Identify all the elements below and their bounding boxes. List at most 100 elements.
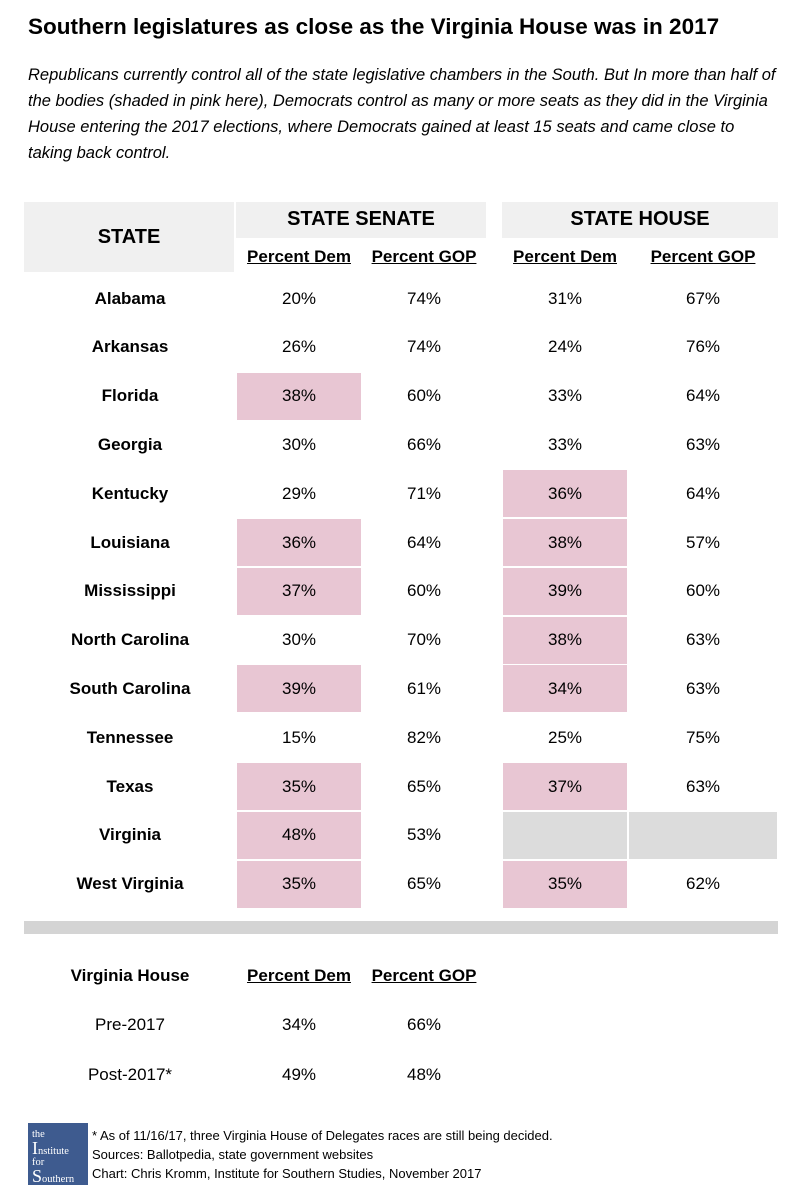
cell-house-gop: 57% <box>685 532 721 552</box>
house-header-bg <box>502 202 778 238</box>
cell-senate-dem: 39% <box>237 665 361 713</box>
cell-senate-dem: 29% <box>281 483 317 503</box>
cell-house-dem: 38% <box>503 616 627 664</box>
cell-house-dem: 35% <box>503 860 627 908</box>
cell-house-gop: 64% <box>685 483 721 503</box>
cell-house-gop <box>629 811 777 859</box>
cell-senate-dem: 15% <box>281 727 317 747</box>
cell-senate-dem: 26% <box>281 337 317 357</box>
cell-house-gop: 67% <box>685 288 721 308</box>
cell-house-dem: 34% <box>503 665 627 713</box>
state-column-header: STATE <box>97 226 161 248</box>
cell-senate-dem: 38% <box>237 372 361 420</box>
state-name-cell: Florida <box>101 386 159 406</box>
state-name-cell: Louisiana <box>90 532 170 552</box>
cell-senate-dem: 36% <box>237 519 361 566</box>
institute-logo: the Institute for Southern tudies <box>28 1123 88 1196</box>
vh-gop-header: Percent GOP <box>371 966 477 985</box>
logo-big-s: S <box>32 1166 43 1186</box>
senate-header-bg <box>236 202 486 238</box>
state-name-cell: West Virginia <box>76 874 184 894</box>
cell-house-dem: 37% <box>503 763 627 810</box>
footnotes: * As of 11/16/17, three Virginia House o… <box>92 1126 553 1183</box>
cell-senate-gop: 71% <box>406 483 442 503</box>
logo-big-i: I <box>32 1138 38 1158</box>
state-name-cell: South Carolina <box>69 678 191 698</box>
state-header-bg <box>24 202 234 272</box>
chart-title: Southern legislatures as close as the Vi… <box>28 14 720 39</box>
senate-dem-header: Percent Dem <box>247 247 351 266</box>
footnote-credit: Chart: Chris Kromm, Institute for Southe… <box>92 1166 482 1181</box>
house-dem-header: Percent Dem <box>513 247 617 266</box>
chart-subtitle: Republicans currently control all of the… <box>28 66 776 162</box>
cell-senate-gop: 65% <box>406 874 442 894</box>
senate-group-header: STATE SENATE <box>287 208 435 230</box>
logo-nstitute: nstitute <box>38 1146 69 1157</box>
cell-house-gop: 63% <box>685 630 721 650</box>
cell-senate-dem: 35% <box>237 860 361 908</box>
cell-senate-gop: 60% <box>406 386 442 406</box>
cell-senate-gop: 66% <box>406 434 442 454</box>
logo-for: for <box>32 1157 45 1168</box>
house-gop-header: Percent GOP <box>650 247 756 266</box>
cell-house-gop: 63% <box>685 434 721 454</box>
cell-house-gop: 60% <box>685 581 721 601</box>
cell-senate-gop: 65% <box>406 776 442 796</box>
cell-house-gop: 76% <box>685 337 721 357</box>
cell-senate-gop: 61% <box>406 678 442 698</box>
vh-period-cell: Post-2017* <box>87 1065 173 1084</box>
logo-outhern: outhern <box>42 1174 75 1185</box>
cell-house-dem: 31% <box>547 288 583 308</box>
state-name-cell: Georgia <box>97 434 163 454</box>
footnote-asterisk: * As of 11/16/17, three Virginia House o… <box>92 1128 553 1143</box>
state-name-cell: Alabama <box>94 288 166 308</box>
cell-house-dem: 33% <box>547 434 583 454</box>
cell-house-gop: 62% <box>685 874 721 894</box>
cell-house-gop: 64% <box>685 386 721 406</box>
cell-senate-dem: 35% <box>237 763 361 810</box>
cell-house-dem: 24% <box>547 337 583 357</box>
cell-house-dem: 33% <box>547 386 583 406</box>
vh-gop-cell: 48% <box>406 1065 442 1084</box>
senate-gop-header: Percent GOP <box>371 247 477 266</box>
vh-dem-header: Percent Dem <box>247 966 351 985</box>
cell-senate-gop: 64% <box>406 532 442 552</box>
cell-house-dem: 39% <box>503 567 627 615</box>
cell-senate-dem: 37% <box>237 567 361 615</box>
section-divider <box>24 921 778 934</box>
state-name-cell: Tennessee <box>86 727 174 747</box>
house-group-header: STATE HOUSE <box>570 208 710 230</box>
cell-senate-gop: 74% <box>406 288 442 308</box>
state-name-cell: Kentucky <box>91 483 169 503</box>
state-name-cell: Arkansas <box>91 337 169 357</box>
cell-house-dem: 25% <box>547 727 583 747</box>
cell-senate-dem: 30% <box>281 434 317 454</box>
cell-house-dem <box>503 811 627 859</box>
state-name-cell: Virginia <box>98 825 162 845</box>
state-name-cell: Mississippi <box>84 581 176 601</box>
state-name-cell: North Carolina <box>70 630 190 650</box>
cell-senate-gop: 53% <box>406 825 442 845</box>
cell-house-dem: 38% <box>503 519 627 566</box>
virginia-house-label: Virginia House <box>70 966 190 985</box>
vh-period-cell: Pre-2017 <box>95 1015 165 1034</box>
vh-dem-cell: 34% <box>281 1015 317 1034</box>
cell-house-gop: 63% <box>685 776 721 796</box>
cell-house-gop: 63% <box>685 678 721 698</box>
vh-gop-cell: 66% <box>406 1015 442 1034</box>
footnote-sources: Sources: Ballotpedia, state government w… <box>92 1147 374 1162</box>
logo-tudies: tudies <box>32 1185 58 1196</box>
cell-house-gop: 75% <box>685 727 721 747</box>
cell-senate-gop: 82% <box>406 727 442 747</box>
state-name-cell: Texas <box>106 776 154 796</box>
cell-senate-gop: 60% <box>406 581 442 601</box>
cell-senate-dem: 30% <box>281 630 317 650</box>
cell-senate-dem: 20% <box>281 288 317 308</box>
vh-dem-cell: 49% <box>281 1065 317 1084</box>
cell-house-dem: 36% <box>503 470 627 518</box>
cell-senate-gop: 74% <box>406 337 442 357</box>
logo-the: the <box>32 1129 45 1140</box>
cell-senate-gop: 70% <box>406 630 442 650</box>
cell-senate-dem: 48% <box>237 811 361 859</box>
